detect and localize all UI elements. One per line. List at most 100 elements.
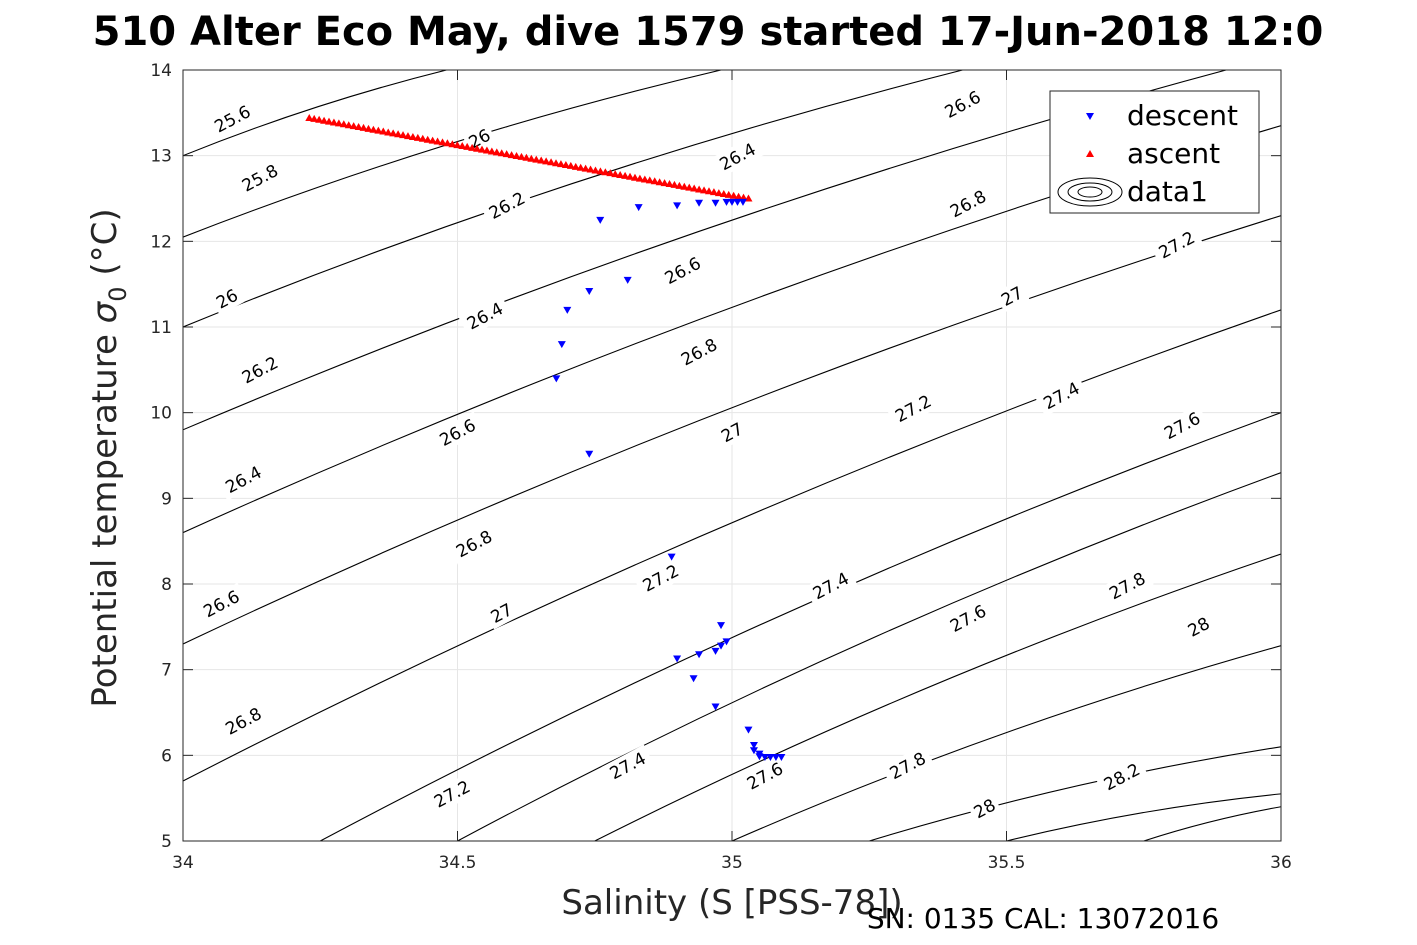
ascent-point: [601, 168, 610, 176]
ascent-point: [364, 124, 373, 132]
contour-label-bg: [195, 582, 248, 625]
descent-point: [552, 375, 561, 383]
ascent-point: [310, 114, 319, 122]
legend-descent-label: descent: [1127, 99, 1238, 132]
y-tick-label: 9: [161, 489, 172, 509]
ascent-point: [532, 155, 541, 163]
contour-label-bg: [941, 182, 995, 225]
descent-point: [738, 198, 747, 206]
ascent-point: [581, 164, 590, 172]
descent-point: [766, 754, 775, 762]
descent-point: [673, 202, 682, 210]
ascent-point: [640, 175, 649, 183]
contour-label-bg: [217, 700, 270, 743]
legend-descent-marker: [1086, 113, 1094, 120]
ascent-point: [571, 162, 580, 170]
contour-label-bg: [634, 557, 687, 599]
contour-label-bg: [217, 458, 270, 501]
contour-line-26-6: [183, 215, 1281, 645]
ascent-point: [349, 122, 358, 130]
ascent-point: [685, 183, 694, 191]
ascent-point: [433, 137, 442, 145]
ascent-point: [477, 145, 486, 153]
ascent-point: [596, 167, 605, 175]
descent-point: [717, 622, 726, 630]
ascent-point: [369, 125, 378, 133]
contour-label-bg: [209, 282, 245, 316]
ascent-point: [389, 129, 398, 137]
ascent-point: [700, 186, 709, 194]
legend-box: [1049, 90, 1260, 214]
legend-contour-icon: [1057, 177, 1123, 207]
descent-point: [695, 651, 704, 659]
contour-label-bg: [967, 792, 1003, 825]
contour-line-26-8: [183, 309, 1281, 782]
ascent-point: [374, 126, 383, 134]
descent-series: [552, 198, 786, 762]
y-tick-label: 8: [161, 575, 172, 595]
ascent-point: [650, 177, 659, 185]
ascent-point: [423, 135, 432, 143]
ascent-point: [443, 139, 452, 147]
ascent-point: [325, 117, 334, 125]
ascent-point: [453, 141, 462, 149]
ascent-point: [344, 121, 353, 129]
descent-point: [585, 450, 594, 458]
y-tick-label: 12: [150, 232, 172, 252]
x-axis-label: Salinity (S [PSS-78]): [561, 883, 902, 923]
ascent-point: [487, 147, 496, 155]
ascent-point: [379, 127, 388, 135]
y-axis-label-subscript: 0: [104, 286, 132, 301]
x-tick-label: 35.5: [988, 853, 1026, 873]
ascent-point: [305, 113, 314, 121]
ascent-point: [695, 185, 704, 193]
ascent-point: [611, 170, 620, 178]
contour-label-bg: [233, 156, 287, 199]
contour-label-bg: [941, 597, 995, 640]
descent-point: [771, 754, 780, 762]
ascent-point: [468, 143, 477, 151]
ascent-point: [734, 192, 743, 200]
descent-point: [557, 341, 566, 349]
ascent-point: [542, 157, 551, 165]
ascent-point: [561, 161, 570, 169]
contour-label-bg: [1155, 404, 1209, 447]
contour-label-bg: [233, 348, 287, 391]
ascent-point: [630, 173, 639, 181]
x-tick-label: 36: [1270, 853, 1292, 873]
ascent-point: [458, 142, 467, 150]
ascent-point: [399, 131, 408, 139]
legend: descent ascent data1: [1049, 90, 1260, 214]
contour-label-18: 27: [714, 416, 750, 449]
y-tick-label: 6: [161, 746, 172, 766]
descent-point: [728, 198, 736, 206]
contour-label-bg: [738, 754, 792, 797]
ascent-point: [675, 181, 684, 189]
ascent-point: [552, 159, 561, 167]
contour-line-27-2: [457, 472, 1281, 841]
descent-point: [749, 747, 758, 755]
ascent-point: [729, 191, 738, 199]
contour-label-bg: [656, 249, 709, 292]
ascent-point: [527, 154, 536, 162]
contour-label-bg: [994, 279, 1030, 313]
ascent-point: [473, 144, 482, 152]
ascent-point: [497, 149, 506, 157]
y-axis-label-symbol: σ: [85, 300, 125, 323]
ascent-point: [522, 153, 531, 161]
ascent-point: [714, 189, 723, 197]
descent-point: [667, 553, 676, 561]
ascent-point: [704, 187, 713, 195]
ascent-series: [305, 113, 753, 202]
ascent-point: [354, 123, 363, 131]
contour-label-bg: [447, 522, 501, 565]
ascent-point: [655, 178, 664, 186]
ascent-point: [384, 128, 393, 136]
legend-ascent-marker: [1086, 150, 1094, 157]
ascent-point: [556, 160, 565, 168]
descent-point: [623, 276, 632, 284]
density-contour-labels: 25.625.8262626.226.226.426.426.426.626.6…: [195, 83, 1217, 825]
ascent-point: [680, 182, 689, 190]
descent-point: [717, 642, 726, 650]
descent-point: [733, 198, 742, 206]
